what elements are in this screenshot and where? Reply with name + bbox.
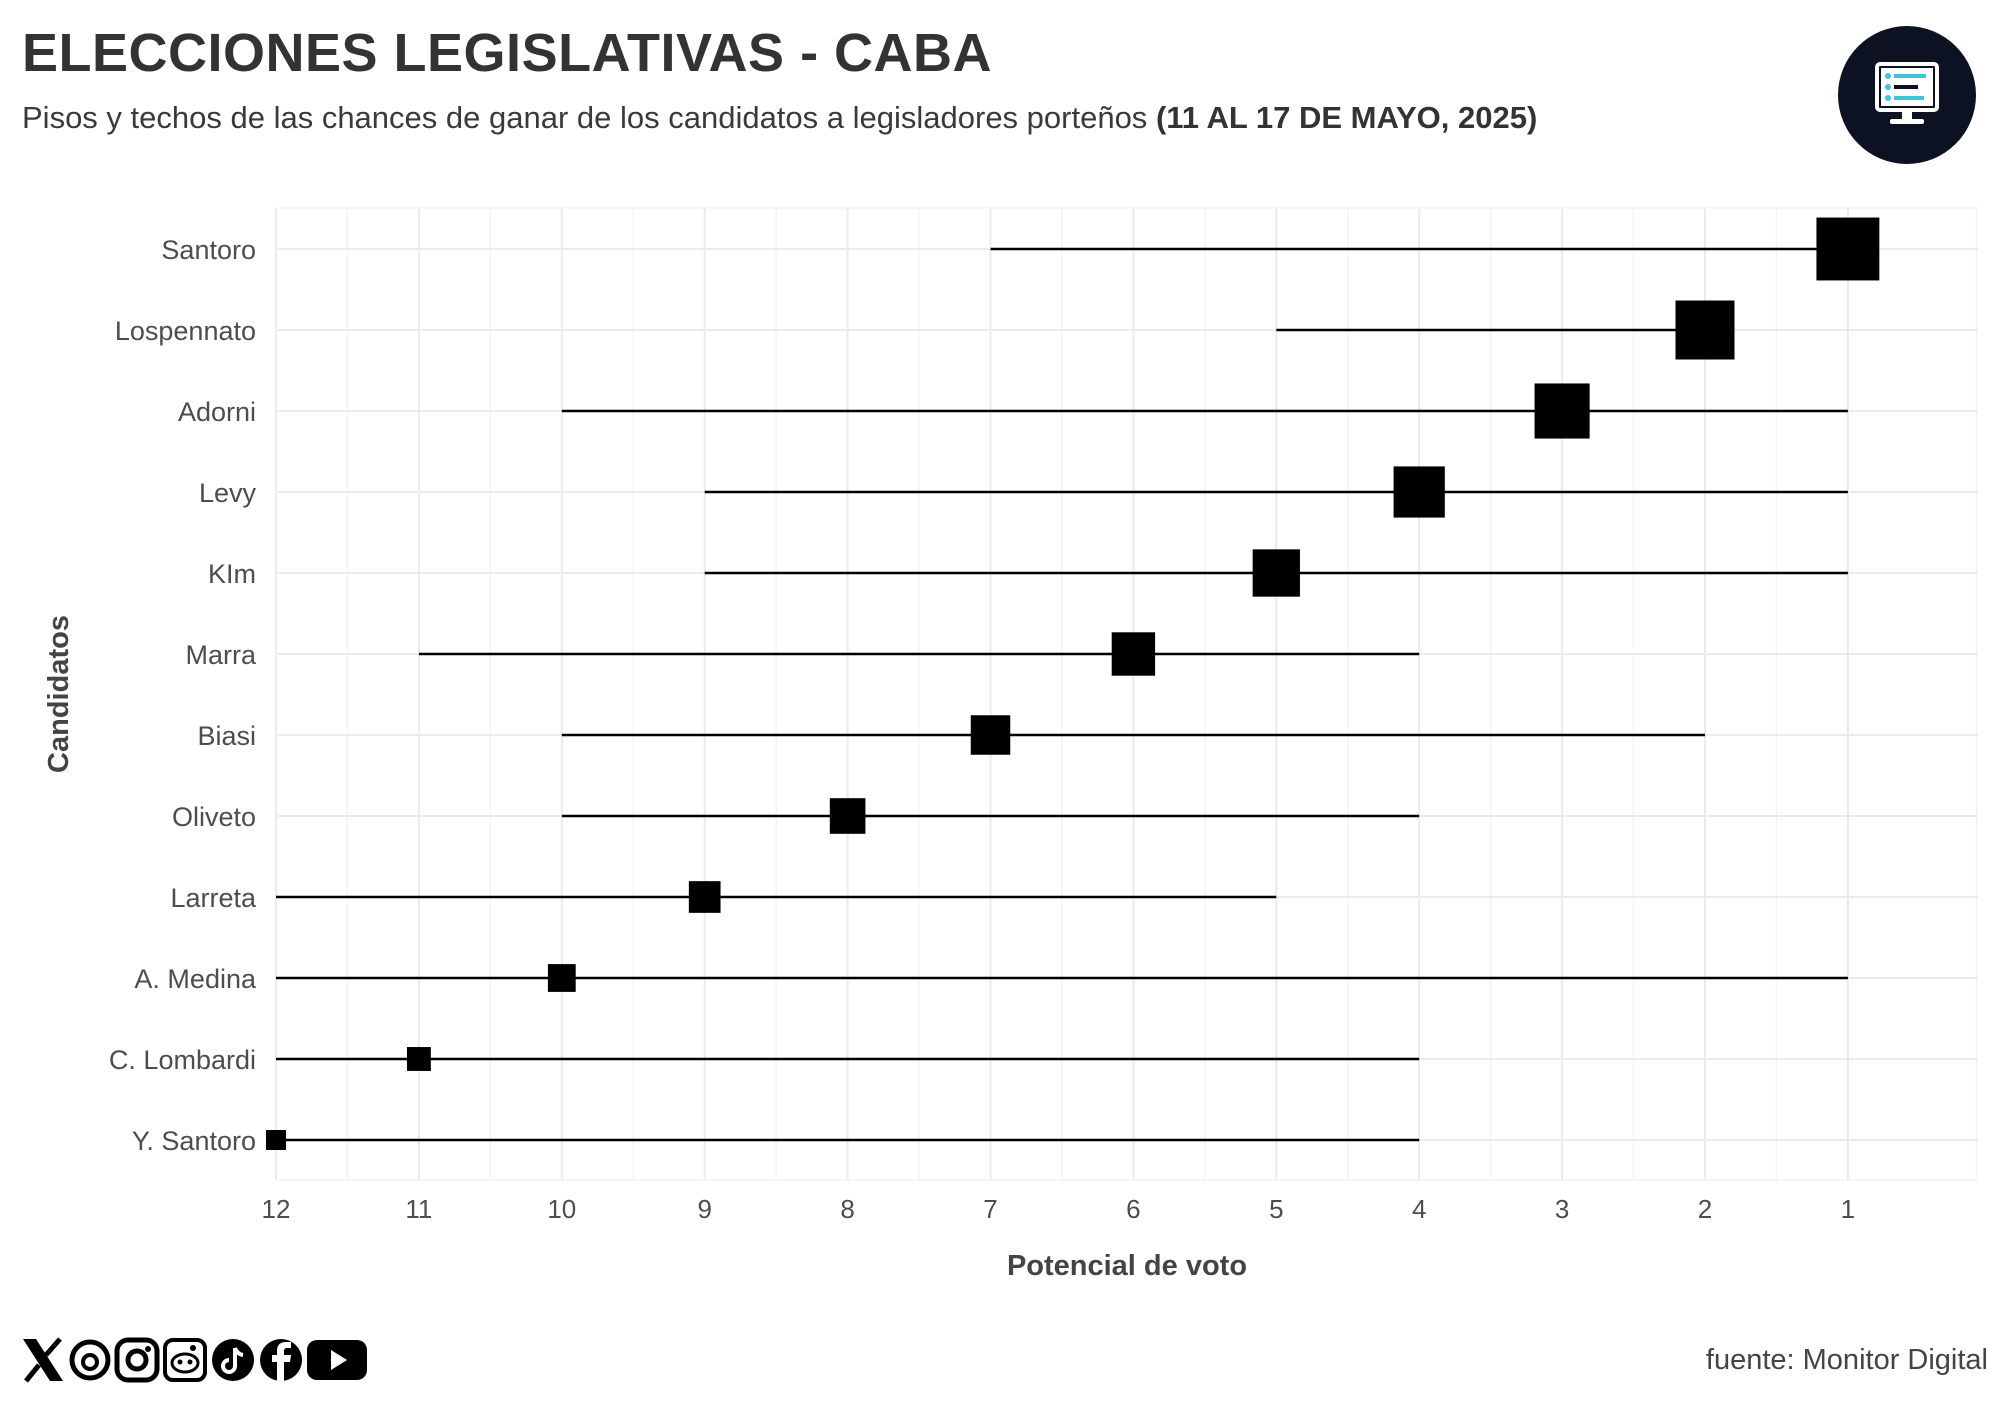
y-tick-label: Biasi [197, 721, 256, 751]
x-tick-label: 1 [1841, 1194, 1855, 1224]
rank-marker-7 [829, 798, 866, 834]
rank-marker-10 [406, 1047, 431, 1071]
x-tick-label: 7 [983, 1194, 997, 1224]
subtitle-text: Pisos y techos de las chances de ganar d… [22, 100, 1148, 135]
rank-marker-5 [1111, 632, 1156, 676]
y-tick-label: Lospennato [115, 316, 256, 346]
y-tick-label: C. Lombardi [109, 1045, 256, 1075]
rank-marker-0 [1816, 217, 1880, 281]
x-icon[interactable] [20, 1336, 66, 1389]
y-tick-labels: Santoro Lospennato Adorni Levy KIm Marra Biasi… [109, 235, 257, 1156]
reddit-icon[interactable] [162, 1336, 208, 1389]
rank-marker-1 [1675, 300, 1735, 360]
grid-lines [275, 207, 1978, 1181]
x-tick-label: 3 [1555, 1194, 1569, 1224]
x-tick-label: 4 [1412, 1194, 1426, 1224]
facebook-icon[interactable] [258, 1336, 304, 1389]
rank-marker-4 [1252, 549, 1300, 597]
rank-markers [266, 217, 1880, 1150]
threads-icon[interactable] [68, 1336, 112, 1389]
x-tick-label: 5 [1269, 1194, 1283, 1224]
x-tick-label: 12 [262, 1194, 291, 1224]
rank-marker-6 [970, 715, 1011, 755]
subtitle-date-range: (11 AL 17 DE MAYO, 2025) [1155, 100, 1538, 135]
x-tick-label: 9 [697, 1194, 711, 1224]
tiktok-icon[interactable] [210, 1336, 256, 1389]
youtube-icon[interactable] [306, 1336, 368, 1389]
x-tick-label: 11 [405, 1194, 432, 1224]
x-axis-label: Potencial de voto [1007, 1250, 1247, 1282]
rank-marker-8 [688, 881, 721, 913]
x-tick-label: 6 [1126, 1194, 1140, 1224]
rank-marker-9 [547, 964, 576, 992]
y-tick-label: Y. Santoro [132, 1126, 256, 1156]
y-tick-label: Levy [199, 478, 257, 508]
chart-title: ELECCIONES LEGISLATIVAS - CABA [22, 23, 993, 83]
rank-marker-11 [266, 1130, 286, 1150]
y-tick-label: Adorni [178, 397, 256, 427]
monitor-logo [1838, 26, 1976, 164]
y-tick-label: A. Medina [134, 964, 257, 994]
x-tick-label: 2 [1698, 1194, 1712, 1224]
y-axis-label: Candidatos [43, 615, 75, 773]
instagram-icon[interactable] [114, 1336, 160, 1389]
chart-svg: Santoro Lospennato Adorni Levy KIm Marra Biasi… [43, 207, 1978, 1282]
source-note: fuente: Monitor Digital [1705, 1344, 1988, 1376]
y-tick-label: Larreta [170, 883, 257, 913]
y-tick-label: KIm [208, 559, 256, 589]
range-lines [276, 247, 1848, 1142]
chart-subtitle: Pisos y techos de las chances de ganar d… [22, 100, 1537, 136]
monitor-icon [1875, 62, 1939, 124]
y-tick-label: Marra [185, 640, 256, 670]
rank-marker-3 [1393, 466, 1445, 518]
x-tick-label: 8 [840, 1194, 854, 1224]
y-tick-label: Oliveto [172, 802, 256, 832]
x-tick-label: 10 [547, 1194, 576, 1224]
y-tick-label: Santoro [161, 235, 256, 265]
rank-marker-2 [1534, 383, 1590, 439]
x-tick-labels: 12 11 10 9 8 7 6 5 4 3 2 1 [262, 1194, 1856, 1224]
